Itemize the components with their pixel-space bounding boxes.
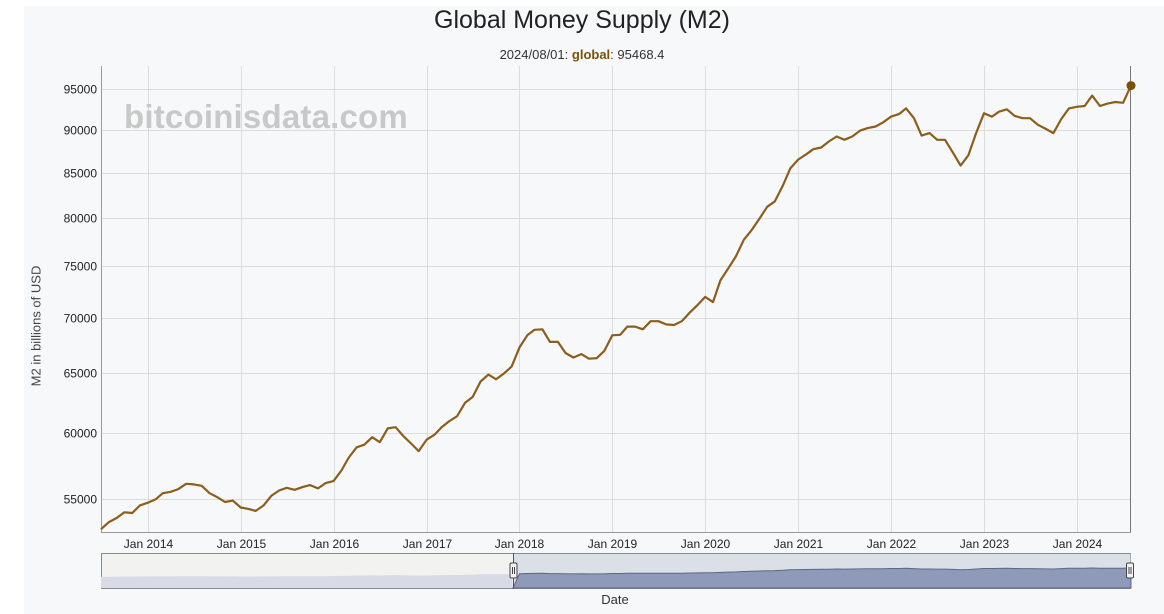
navigator-left-handle[interactable]	[509, 562, 518, 579]
hover-point	[1126, 81, 1136, 91]
vertical-gridlines	[148, 66, 1078, 532]
x-tick-label: Jan 2018	[495, 537, 545, 551]
x-tick-label: Jan 2020	[681, 537, 731, 551]
x-tick-label: Jan 2015	[217, 537, 267, 551]
watermark: bitcoinisdata.com	[124, 98, 408, 135]
navigator-unselected-area	[101, 574, 513, 588]
x-tick-label: Jan 2019	[588, 537, 638, 551]
x-axis-ticks: Jan 2014 Jan 2015 Jan 2016 Jan 2017 Jan 2018…	[124, 537, 1103, 551]
legend-series-name: global	[571, 47, 611, 62]
x-tick-label: Jan 2022	[867, 537, 917, 551]
legend-value: 95468.4	[617, 47, 665, 62]
y-tick-label: 95000	[64, 83, 98, 97]
horizontal-gridlines	[101, 89, 1131, 500]
x-tick-label: Jan 2014	[124, 537, 174, 551]
navigator-right-handle[interactable]	[1126, 562, 1134, 579]
y-tick-label: 70000	[64, 312, 98, 326]
hover-legend: 2024/08/01: global: 95468.4	[499, 47, 665, 62]
y-tick-label: 60000	[64, 427, 98, 441]
y-tick-label: 80000	[64, 212, 98, 226]
y-tick-label: 90000	[64, 124, 98, 138]
chart-title: Global Money Supply (M2)	[434, 6, 730, 34]
x-tick-label: Jan 2017	[403, 537, 453, 551]
x-tick-label: Jan 2024	[1053, 537, 1103, 551]
chart-panel	[24, 6, 1164, 614]
range-navigator[interactable]	[101, 553, 1134, 589]
series-line-global[interactable]	[100, 85, 1132, 531]
legend-date: 2024/08/01	[499, 47, 565, 62]
x-tick-label: Jan 2021	[774, 537, 824, 551]
y-tick-label: 55000	[64, 493, 98, 507]
y-tick-label: 75000	[64, 260, 98, 274]
y-tick-label: 85000	[64, 167, 98, 181]
x-tick-label: Jan 2023	[960, 537, 1010, 551]
x-tick-label: Jan 2016	[310, 537, 360, 551]
navigator-x-axis-label: Date	[601, 592, 629, 607]
y-tick-label: 65000	[64, 367, 98, 381]
navigator-selected-area	[512, 567, 1132, 589]
y-axis-ticks: 55000 60000 65000 70000 75000 80000 85000 90000…	[64, 83, 98, 507]
